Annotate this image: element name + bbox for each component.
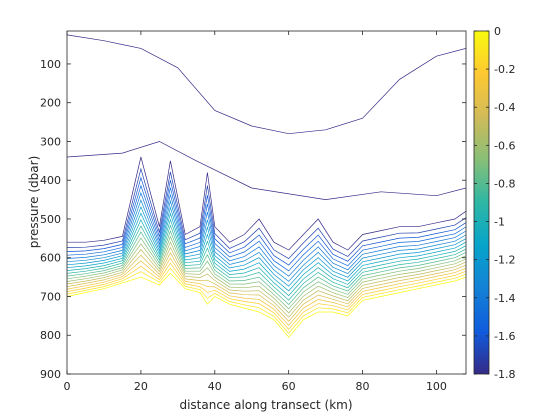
contour-line — [67, 141, 466, 200]
colorbar-tick-label: -0.4 — [494, 101, 515, 114]
x-tick-label: 0 — [64, 380, 71, 393]
contour-line — [67, 34, 466, 135]
contour-line — [67, 212, 466, 292]
x-axis-label: distance along transect (km) — [179, 398, 352, 412]
contour-line — [67, 262, 466, 330]
contour-line — [67, 184, 466, 272]
contour-line — [67, 257, 466, 326]
contour-line — [67, 235, 466, 310]
colorbar-tick-label: -1.6 — [494, 330, 515, 343]
y-tick-label: 300 — [40, 135, 61, 148]
x-tick-label: 60 — [282, 380, 296, 393]
colorbar-tick-label: -1.4 — [494, 292, 515, 305]
contour-line — [67, 156, 466, 251]
y-axis-label: pressure (dbar) — [27, 156, 41, 249]
plot-area — [67, 31, 466, 374]
contour-line — [67, 252, 466, 322]
y-tick-label: 500 — [40, 213, 61, 226]
y-tick-label: 400 — [40, 174, 61, 187]
contour-line — [67, 224, 466, 301]
x-axis: 0 20 40 60 80 100 — [64, 31, 447, 393]
colorbar-tick-label: -1.2 — [494, 254, 515, 267]
x-tick-label: 80 — [356, 380, 370, 393]
contour-line — [67, 272, 466, 338]
contour-line — [67, 205, 466, 287]
contour-line — [67, 230, 466, 306]
y-tick-label: 900 — [40, 368, 61, 381]
colorbar-ticks: 0 -0.2 -0.4 -0.6 -0.8 -1 -1.2 -1.4 -1.6 -1.8 — [474, 25, 515, 381]
plot-frame — [66, 30, 467, 375]
y-tick-label: 200 — [40, 97, 61, 110]
colorbar-tick-label: -0.8 — [494, 177, 515, 190]
x-tick-label: 20 — [134, 380, 148, 393]
y-axis: 100 200 300 400 500 600 700 800 900 — [40, 58, 466, 381]
colorbar-tick-label: -0.2 — [494, 63, 515, 76]
x-tick-label: 40 — [208, 380, 222, 393]
colorbar-tick-label: -1 — [494, 216, 505, 229]
contour-line — [67, 218, 466, 297]
contour-line — [67, 246, 466, 318]
contour-line — [67, 267, 466, 334]
contour-lines — [67, 34, 466, 338]
contour-line — [67, 241, 466, 314]
y-tick-label: 100 — [40, 58, 61, 71]
contour-line — [67, 167, 466, 260]
colorbar-tick-label: -1.8 — [494, 368, 515, 381]
x-tick-label: 100 — [426, 380, 447, 393]
contour-line — [67, 199, 466, 282]
colorbar-tick-label: 0 — [494, 25, 501, 38]
contour-line — [67, 176, 466, 266]
contour-line — [67, 191, 466, 277]
colorbar-tick-label: -0.6 — [494, 139, 515, 152]
y-tick-label: 800 — [40, 329, 61, 342]
y-tick-label: 700 — [40, 290, 61, 303]
y-tick-label: 600 — [40, 252, 61, 265]
colorbar — [473, 30, 490, 375]
